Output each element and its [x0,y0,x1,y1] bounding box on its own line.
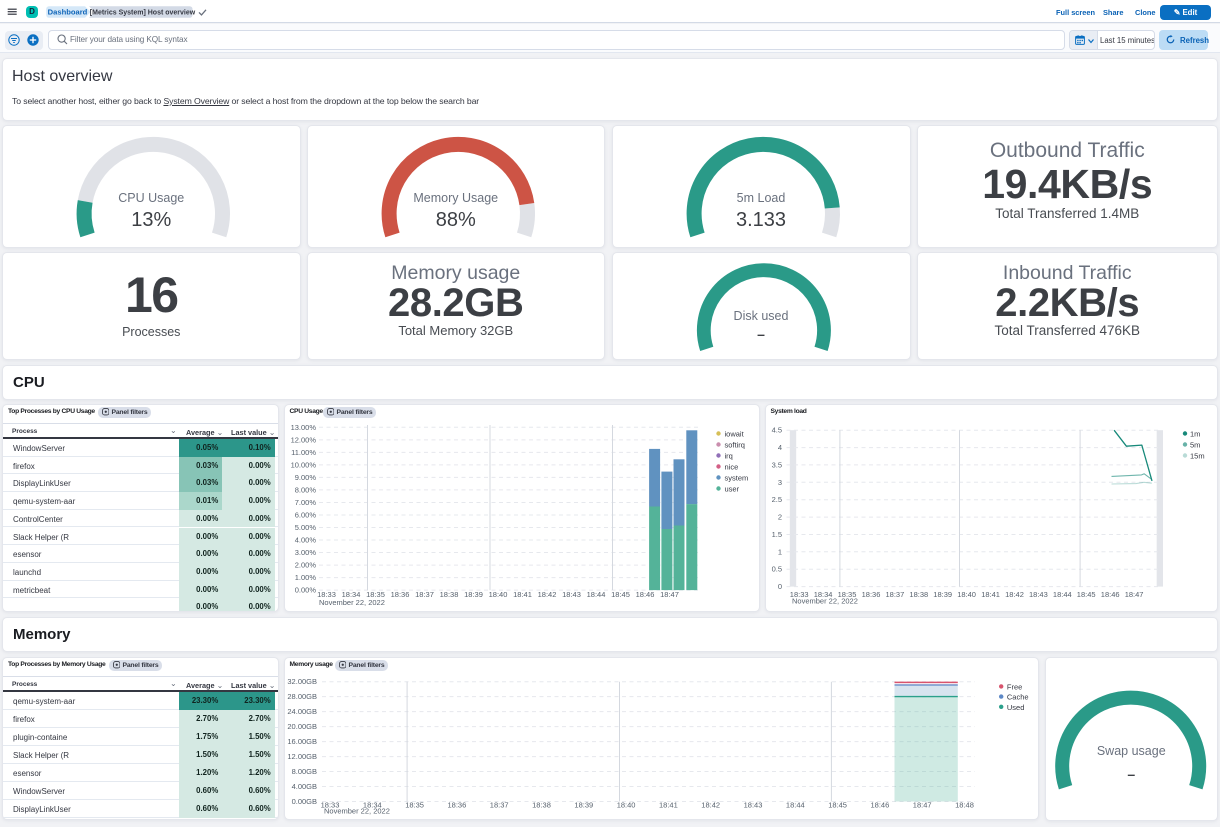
svg-text:0: 0 [777,582,781,591]
svg-text:18:44: 18:44 [1052,590,1071,599]
svg-text:user: user [724,485,739,494]
svg-text:18:42: 18:42 [537,590,556,599]
svg-text:18:34: 18:34 [362,801,381,810]
svg-text:2.5: 2.5 [771,495,781,504]
svg-text:18:43: 18:43 [1029,590,1048,599]
svg-text:18:39: 18:39 [933,590,952,599]
svg-text:10.00%: 10.00% [290,460,316,469]
svg-text:18:47: 18:47 [660,590,679,599]
svg-text:4.00GB: 4.00GB [291,782,316,791]
svg-text:5m: 5m [1190,441,1200,450]
svg-text:18:37: 18:37 [415,590,434,599]
svg-text:18:45: 18:45 [611,590,630,599]
svg-text:18:44: 18:44 [586,590,605,599]
svg-text:18:42: 18:42 [1005,590,1024,599]
svg-text:4.00%: 4.00% [294,536,316,545]
svg-text:Used: Used [1006,703,1024,712]
svg-text:20.00GB: 20.00GB [287,722,317,731]
svg-text:Dashboard: Dashboard [48,8,88,17]
svg-text:18:38: 18:38 [532,801,551,810]
svg-text:November 22, 2022: November 22, 2022 [792,597,858,606]
svg-text:18:48: 18:48 [955,801,974,810]
svg-text:irq: irq [724,452,732,461]
svg-text:5.00%: 5.00% [294,523,316,532]
svg-text:18:41: 18:41 [513,590,532,599]
svg-text:7.00%: 7.00% [294,498,316,507]
svg-text:24.00GB: 24.00GB [287,707,317,716]
svg-text:4: 4 [777,443,781,452]
svg-text:15m: 15m [1190,452,1205,461]
svg-text:nice: nice [724,463,738,472]
svg-text:[Metrics System] Host overview: [Metrics System] Host overview [90,10,196,17]
svg-text:18:34: 18:34 [813,590,832,599]
svg-text:18:33: 18:33 [789,590,808,599]
svg-text:18:45: 18:45 [828,801,847,810]
svg-text:16.00GB: 16.00GB [287,737,317,746]
svg-text:1.00%: 1.00% [294,573,316,582]
svg-text:18:43: 18:43 [562,590,581,599]
svg-text:Free: Free [1006,682,1021,691]
svg-text:2: 2 [777,513,781,522]
svg-text:18:36: 18:36 [861,590,880,599]
svg-text:18:39: 18:39 [464,590,483,599]
svg-text:12.00%: 12.00% [290,435,316,444]
svg-text:18:37: 18:37 [489,801,508,810]
svg-text:2.00%: 2.00% [294,561,316,570]
svg-text:18:42: 18:42 [701,801,720,810]
svg-text:18:41: 18:41 [659,801,678,810]
svg-text:18:41: 18:41 [981,590,1000,599]
svg-text:11.00%: 11.00% [291,448,316,457]
svg-text:1m: 1m [1190,430,1200,439]
svg-text:18:33: 18:33 [320,801,339,810]
svg-text:18:40: 18:40 [488,590,507,599]
svg-text:18:38: 18:38 [439,590,458,599]
svg-text:18:35: 18:35 [837,590,856,599]
svg-text:0.5: 0.5 [771,565,781,574]
svg-text:Cache: Cache [1006,693,1028,702]
svg-text:1: 1 [777,547,781,556]
svg-text:system: system [724,474,748,483]
svg-text:18:47: 18:47 [1124,590,1143,599]
svg-text:18:36: 18:36 [390,590,409,599]
svg-text:18:33: 18:33 [317,590,336,599]
svg-text:18:46: 18:46 [1100,590,1119,599]
svg-text:November 22, 2022: November 22, 2022 [324,807,390,816]
svg-text:18:36: 18:36 [447,801,466,810]
svg-text:softirq: softirq [724,441,744,450]
svg-text:18:40: 18:40 [957,590,976,599]
svg-text:18:35: 18:35 [405,801,424,810]
svg-text:18:47: 18:47 [912,801,931,810]
svg-text:18:39: 18:39 [574,801,593,810]
svg-text:1.5: 1.5 [771,530,781,539]
svg-text:18:37: 18:37 [885,590,904,599]
svg-text:18:34: 18:34 [341,590,360,599]
svg-text:13.00%: 13.00% [290,423,316,432]
svg-text:8.00%: 8.00% [294,485,316,494]
svg-text:18:46: 18:46 [870,801,889,810]
svg-text:3.00%: 3.00% [294,548,316,557]
svg-text:6.00%: 6.00% [294,511,316,520]
svg-text:12.00GB: 12.00GB [287,752,317,761]
svg-text:18:40: 18:40 [616,801,635,810]
svg-text:28.00GB: 28.00GB [287,692,317,701]
svg-text:8.00GB: 8.00GB [291,767,316,776]
svg-text:iowait: iowait [724,430,744,439]
svg-text:November 22, 2022: November 22, 2022 [319,598,385,607]
svg-text:18:46: 18:46 [635,590,654,599]
svg-text:18:44: 18:44 [785,801,804,810]
svg-text:3: 3 [777,478,781,487]
svg-text:18:45: 18:45 [1076,590,1095,599]
svg-text:4.5: 4.5 [771,426,781,435]
svg-text:3.5: 3.5 [771,460,781,469]
svg-text:32.00GB: 32.00GB [287,677,317,686]
svg-text:0.00GB: 0.00GB [291,797,316,806]
svg-text:18:35: 18:35 [366,590,385,599]
svg-text:18:38: 18:38 [909,590,928,599]
svg-text:18:43: 18:43 [743,801,762,810]
svg-text:9.00%: 9.00% [294,473,316,482]
svg-text:0.00%: 0.00% [294,586,316,595]
